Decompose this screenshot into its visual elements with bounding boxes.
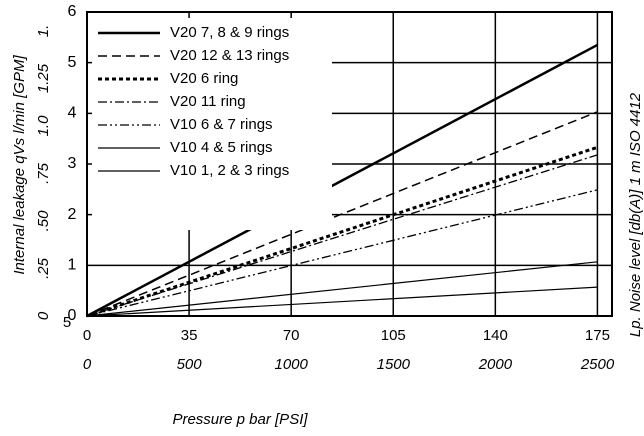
x-tick-label: 70 xyxy=(283,327,300,344)
x-tick-label: 175 xyxy=(585,327,610,344)
legend-label: V10 6 & 7 rings xyxy=(170,116,273,133)
legend-label: V20 12 & 13 rings xyxy=(170,47,289,64)
y-tick-label: 4 xyxy=(68,105,77,122)
x2-tick-label: 2000 xyxy=(478,356,513,373)
y2-tick-label: 1.0 xyxy=(35,115,52,137)
legend-label: V20 7, 8 & 9 rings xyxy=(170,24,289,41)
series-line xyxy=(86,261,598,317)
series-line xyxy=(86,43,599,318)
x-tick-label: 35 xyxy=(181,327,198,344)
plot-frame xyxy=(86,11,613,317)
x2-tick-label: 0 xyxy=(83,356,92,373)
y-tick-label: 0 xyxy=(68,307,77,324)
x-tick-label: 140 xyxy=(483,327,508,344)
y-tick-label: 3 xyxy=(68,155,77,172)
x2-tick-label: 1000 xyxy=(275,356,309,373)
y2-tick-label: 0 xyxy=(35,311,52,320)
legend-label: V20 6 ring xyxy=(170,70,238,87)
y-tick-label: 2 xyxy=(68,206,77,223)
legend-label: V20 11 ring xyxy=(170,93,246,110)
x2-tick-label: 2500 xyxy=(580,356,615,373)
x2-tick-label: 1500 xyxy=(377,356,411,373)
y-tick-label: 6 xyxy=(68,3,77,20)
annotation: 5 xyxy=(63,314,71,331)
y2-tick-label: .50 xyxy=(35,210,52,232)
x-tick-label: 0 xyxy=(83,327,91,344)
x-axis-label: Pressure p bar [PSI] xyxy=(172,411,308,428)
series-line xyxy=(86,286,598,317)
y-axis-label: Internal leakage qVs l/min [GPM] xyxy=(11,55,28,275)
series-line xyxy=(86,145,598,318)
y2-tick-label: 1.25 xyxy=(35,63,52,93)
y-tick-label: 5 xyxy=(68,54,77,71)
legend-box xyxy=(92,18,332,230)
series-line xyxy=(86,111,598,317)
y2-tick-label: .75 xyxy=(35,162,52,184)
noise-axis-label: Lp. Noise level [db(A)] 1 m ISO 4412 xyxy=(627,92,644,337)
series-line xyxy=(86,154,598,317)
legend-label: V10 4 & 5 rings xyxy=(170,139,273,156)
y2-tick-label: .25 xyxy=(35,257,52,279)
x2-tick-label: 500 xyxy=(177,356,203,373)
y-tick-label: 1 xyxy=(68,257,77,274)
x-tick-label: 105 xyxy=(381,327,406,344)
y2-tick-label: 1. xyxy=(35,25,52,38)
legend-label: V10 1, 2 & 3 rings xyxy=(170,162,289,179)
